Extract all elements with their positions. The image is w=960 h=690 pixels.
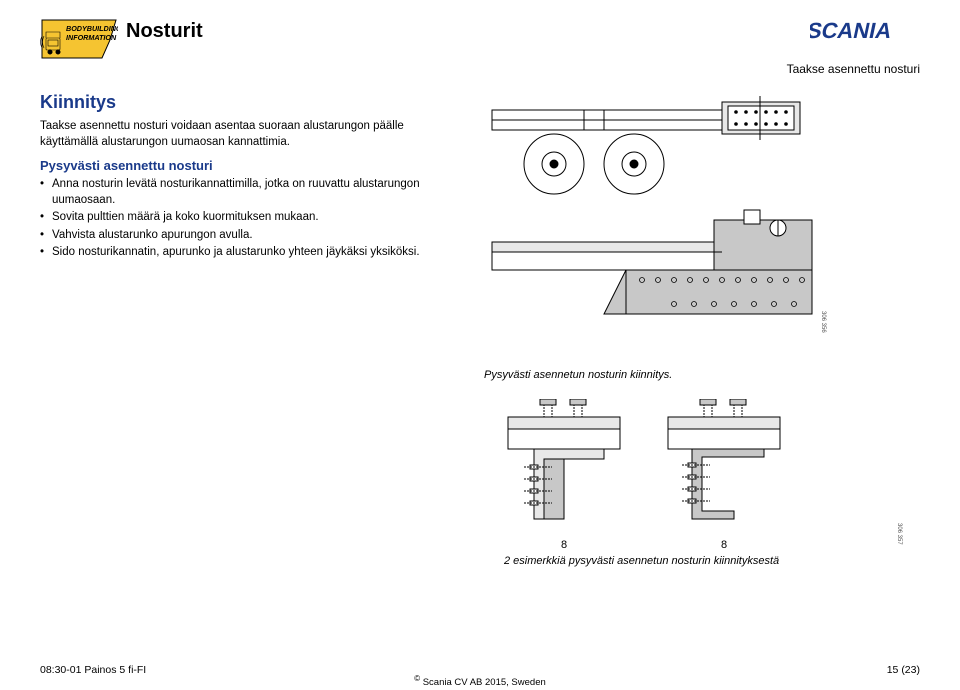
copyright-symbol: ©	[414, 674, 420, 683]
header-left: BODYBUILDING INFORMATION Nosturit	[40, 18, 203, 60]
brand-logo: SCANIA	[810, 18, 920, 47]
header: BODYBUILDING INFORMATION Nosturit SCANIA	[40, 18, 920, 68]
figure-2-label-left: 8	[504, 539, 624, 551]
bodybuilding-info-badge: BODYBUILDING INFORMATION	[40, 18, 118, 60]
figure-1: 306 356 Pysyvästi asennetun nosturin kii…	[484, 92, 824, 381]
document-title: Nosturit	[126, 20, 203, 43]
intro-paragraph: Taakse asennettu nosturi voidaan asentaa…	[40, 119, 460, 150]
bullet-item: Vahvista alustarunko apurungon avulla.	[40, 228, 460, 244]
figure-code: 306 357	[896, 523, 902, 545]
bullet-item: Sovita pulttien määrä ja koko kuormituks…	[40, 210, 460, 226]
footer-center-text: Scania CV AB 2015, Sweden	[423, 677, 546, 688]
figure-1-caption: Pysyvästi asennetun nosturin kiinnitys.	[484, 369, 824, 381]
svg-text:SCANIA: SCANIA	[810, 18, 894, 43]
text-column: Kiinnitys Taakse asennettu nosturi voida…	[40, 92, 460, 567]
svg-text:INFORMATION: INFORMATION	[66, 33, 117, 42]
section-heading: Kiinnitys	[40, 92, 460, 113]
figure-column: 306 356 Pysyvästi asennetun nosturin kii…	[484, 92, 920, 567]
figure-code: 306 356	[820, 311, 826, 333]
subheader-right: Taakse asennettu nosturi	[787, 62, 920, 76]
footer-center: © Scania CV AB 2015, Sweden	[0, 674, 960, 688]
bracket-example-left: 8	[504, 399, 624, 551]
svg-text:BODYBUILDING: BODYBUILDING	[66, 24, 118, 33]
figure-2-caption: 2 esimerkkiä pysyvästi asennetun nosturi…	[484, 555, 920, 567]
bullet-list: Anna nosturin levätä nosturikannattimill…	[40, 177, 460, 261]
content: Kiinnitys Taakse asennettu nosturi voida…	[40, 92, 920, 567]
subsection-heading: Pysyvästi asennettu nosturi	[40, 158, 460, 173]
bracket-example-right: 8	[664, 399, 784, 551]
bullet-item: Sido nosturikannatin, apurunko ja alusta…	[40, 245, 460, 261]
figure-2: 8	[484, 399, 920, 567]
bullet-item: Anna nosturin levätä nosturikannattimill…	[40, 177, 460, 208]
chassis-diagram-icon	[484, 92, 824, 362]
figure-2-label-right: 8	[664, 539, 784, 551]
